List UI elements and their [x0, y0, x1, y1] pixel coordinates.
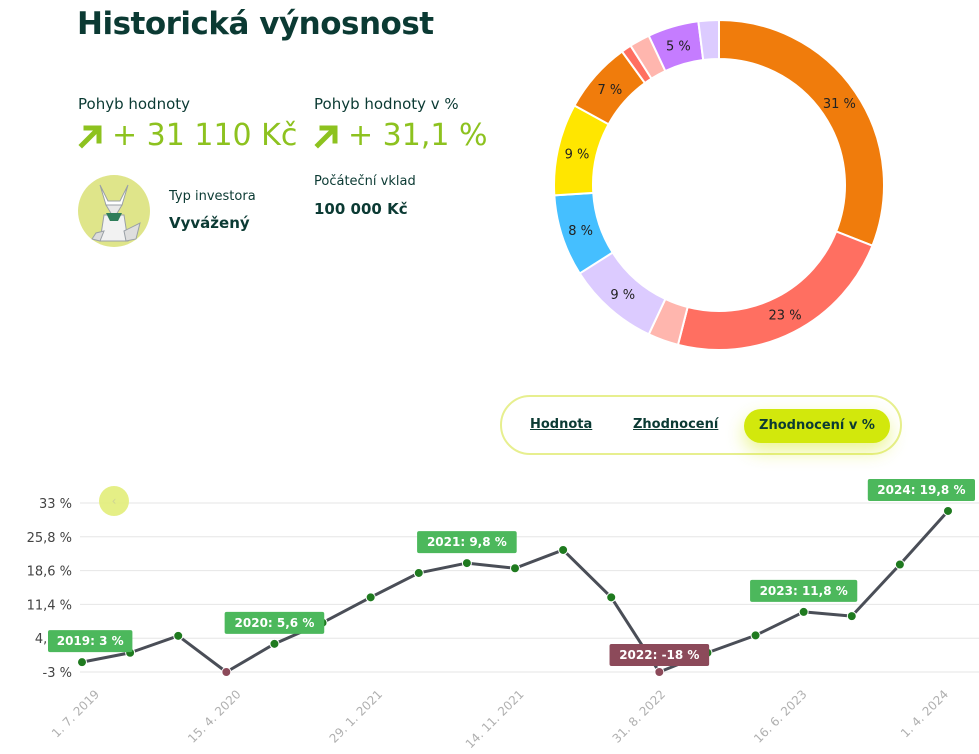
x-tick-label: 1. 7. 2019	[49, 687, 102, 740]
x-tick-label: 29. 1. 2021	[327, 687, 385, 745]
donut-slice[interactable]	[676, 230, 874, 351]
data-point[interactable]	[606, 592, 617, 603]
data-point[interactable]	[846, 611, 857, 622]
year-return-text: 2021: 9,8 %	[427, 535, 507, 549]
donut-slice[interactable]	[718, 18, 885, 248]
x-tick-label: 1. 4. 2024	[898, 687, 951, 740]
chart-prev-button[interactable]: ‹	[99, 486, 129, 516]
value-change: + 31 110 Kč	[78, 118, 297, 153]
year-return-text: 2023: 11,8 %	[760, 584, 848, 598]
y-tick-label: 25,8 %	[27, 531, 72, 546]
percent-change-label: Pohyb hodnoty v %	[314, 95, 459, 113]
y-tick-label: 18,6 %	[27, 565, 72, 580]
year-return-badge	[867, 478, 975, 501]
avatar	[78, 175, 150, 247]
year-return-badge	[417, 531, 517, 554]
arrow-up-right-icon	[78, 124, 102, 149]
donut-slice-label: 9 %	[565, 147, 590, 162]
year-return-text: 2024: 19,8 %	[877, 483, 965, 497]
performance-line-chart: 33 %25,8 %18,6 %11,4 %4,2 %-3 %1. 7. 201…	[27, 478, 979, 751]
data-point[interactable]	[461, 558, 472, 569]
x-tick-label: 31. 8. 2022	[610, 687, 668, 745]
year-return-badge	[224, 611, 325, 634]
year-return-text: 2019: 3 %	[57, 634, 124, 648]
donut-slice-label: 31 %	[823, 97, 856, 112]
data-point[interactable]	[77, 657, 87, 668]
year-return-label: 2021: 9,8 %	[417, 531, 517, 554]
year-return-label: 2019: 3 %	[48, 630, 133, 653]
data-point[interactable]	[558, 544, 569, 555]
x-tick-label: 14. 11. 2021	[463, 687, 527, 751]
donut-slice-label: 5 %	[666, 39, 691, 54]
year-return-text: 2020: 5,6 %	[235, 616, 315, 630]
year-return-label: 2023: 11,8 %	[750, 579, 858, 602]
data-point[interactable]	[269, 638, 280, 649]
view-tabs: Hodnota Zhodnocení Zhodnocení v %	[500, 395, 902, 455]
x-tick-label: 16. 6. 2023	[751, 687, 809, 745]
percent-change-text: + 31,1 %	[348, 118, 488, 153]
year-return-label: 2022: -18 %	[609, 644, 710, 666]
data-point[interactable]	[943, 505, 953, 516]
fox-icon	[91, 184, 141, 242]
arrow-up-right-icon	[314, 124, 338, 149]
donut-slice-label: 8 %	[568, 224, 593, 239]
chevron-left-icon: ‹	[111, 494, 117, 508]
year-return-label: 2024: 19,8 %	[867, 478, 975, 501]
donut-slice-label: 9 %	[610, 288, 635, 303]
year-return-badge	[750, 579, 858, 602]
value-change-text: + 31 110 Kč	[112, 118, 298, 153]
data-point[interactable]	[221, 667, 232, 677]
tab-appreciation[interactable]: Zhodnocení	[633, 417, 719, 432]
investor-type-label: Typ investora	[169, 189, 256, 204]
allocation-donut-chart: 31 % 23 % 9 % 8 % 9 % 7 % 5 %	[553, 18, 885, 351]
data-point[interactable]	[173, 630, 184, 641]
y-tick-label: 11,4 %	[27, 598, 72, 613]
data-point[interactable]	[654, 667, 665, 677]
y-tick-label: -3 %	[43, 666, 72, 681]
page-title: Historická výnosnost	[77, 6, 434, 42]
year-return-badge	[48, 630, 133, 653]
data-point[interactable]	[750, 630, 761, 641]
year-return-label: 2020: 5,6 %	[224, 611, 325, 634]
year-return-badge	[609, 644, 710, 666]
value-change-label: Pohyb hodnoty	[78, 95, 191, 113]
data-point[interactable]	[365, 592, 376, 603]
tab-appreciation-pct[interactable]: Zhodnocení v %	[744, 409, 890, 443]
year-return-text: 2022: -18 %	[619, 648, 699, 662]
percent-change: + 31,1 %	[314, 118, 488, 153]
donut-slice[interactable]	[697, 18, 720, 62]
investor-type: Vyvážený	[169, 214, 250, 232]
donut-slice-label: 23 %	[769, 309, 802, 324]
data-point[interactable]	[798, 606, 809, 617]
data-point[interactable]	[510, 563, 520, 574]
x-tick-label: 15. 4. 2020	[185, 687, 243, 745]
donut-slice-label: 7 %	[597, 83, 622, 98]
tab-value[interactable]: Hodnota	[530, 417, 593, 432]
initial-deposit-label: Počáteční vklad	[314, 174, 416, 189]
initial-deposit: 100 000 Kč	[314, 200, 408, 218]
data-point[interactable]	[413, 567, 424, 578]
data-point[interactable]	[894, 559, 905, 570]
y-tick-label: 33 %	[39, 497, 72, 512]
